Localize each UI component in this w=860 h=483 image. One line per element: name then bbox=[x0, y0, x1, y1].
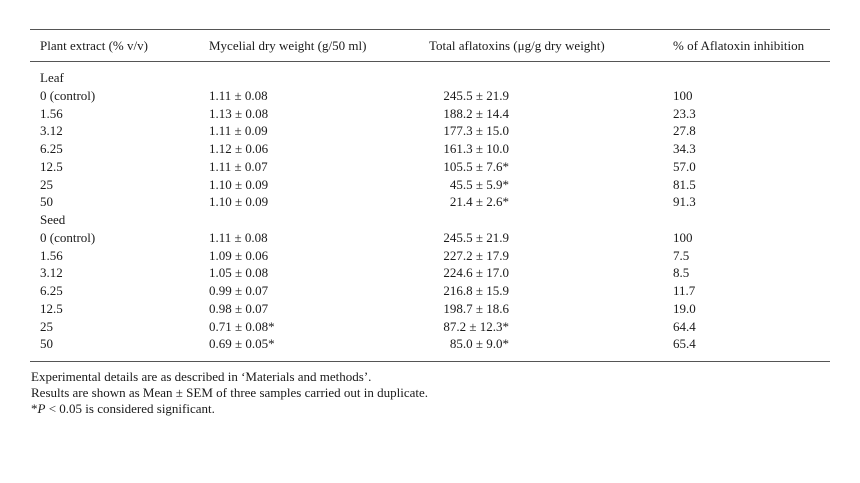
cell-total-aflatoxins: 245.5 ± 21.9 bbox=[443, 229, 509, 245]
cell-inhibition: 57.0 bbox=[673, 158, 696, 174]
cell-mycelial-weight: 1.05 ± 0.08 bbox=[209, 265, 269, 281]
cell-plant-extract: 3.12 bbox=[40, 123, 63, 139]
cell-inhibition: 100 bbox=[673, 87, 693, 103]
header-total-aflatoxins: Total aflatoxins (μg/g dry weight) bbox=[429, 38, 605, 53]
header-plant-extract: Plant extract (% v/v) bbox=[40, 38, 148, 53]
cell-mycelial-weight: 1.13 ± 0.08 bbox=[209, 105, 269, 121]
cell-inhibition: 100 bbox=[673, 229, 693, 245]
cell-mycelial-weight: 1.12 ± 0.06 bbox=[209, 141, 269, 156]
cell-mycelial-weight: 1.10 ± 0.09 bbox=[209, 194, 269, 210]
cell-total-aflatoxins: 177.3 ± 15.0 bbox=[443, 123, 509, 139]
cell-plant-extract: 3.12 bbox=[40, 265, 63, 281]
cell-mycelial-weight: 1.09 ± 0.06 bbox=[209, 247, 269, 263]
cell-total-aflatoxins: 105.5 ± 7.6* bbox=[443, 158, 509, 174]
cell-plant-extract: 1.56 bbox=[40, 105, 63, 121]
cell-total-aflatoxins: 45.5 ± 5.9* bbox=[449, 176, 509, 192]
cell-plant-extract: 1.56 bbox=[40, 247, 63, 263]
cell-inhibition: 27.8 bbox=[673, 123, 696, 139]
footnote-significance: *P < 0.05 is considered significant. bbox=[31, 401, 215, 416]
cell-total-aflatoxins: 87.2 ± 12.3* bbox=[443, 318, 509, 334]
cell-total-aflatoxins: 85.0 ± 9.0* bbox=[449, 336, 509, 352]
cell-plant-extract: 6.25 bbox=[40, 283, 63, 298]
cell-plant-extract: 25 bbox=[40, 176, 53, 192]
top-rule bbox=[30, 29, 830, 30]
cell-inhibition: 91.3 bbox=[673, 194, 696, 210]
cell-total-aflatoxins: 216.8 ± 15.9 bbox=[443, 283, 509, 298]
cell-mycelial-weight: 1.10 ± 0.09 bbox=[209, 176, 269, 192]
group-label: Leaf bbox=[40, 70, 64, 85]
footnote-results: Results are shown as Mean ± SEM of three… bbox=[31, 385, 429, 400]
cell-mycelial-weight: 0.98 ± 0.07 bbox=[209, 300, 269, 316]
cell-plant-extract: 50 bbox=[40, 194, 53, 210]
cell-mycelial-weight: 0.99 ± 0.07 bbox=[209, 283, 269, 298]
bottom-rule bbox=[30, 361, 830, 362]
group-label: Seed bbox=[40, 212, 66, 227]
header-aflatoxin-inhibition: % of Aflatoxin inhibition bbox=[673, 38, 805, 53]
cell-total-aflatoxins: 224.6 ± 17.0 bbox=[443, 265, 509, 281]
cell-plant-extract: 25 bbox=[40, 318, 53, 334]
cell-mycelial-weight: 1.11 ± 0.08 bbox=[209, 87, 268, 103]
cell-total-aflatoxins: 188.2 ± 14.4 bbox=[443, 105, 509, 121]
cell-inhibition: 19.0 bbox=[673, 300, 696, 316]
cell-mycelial-weight: 1.11 ± 0.09 bbox=[209, 123, 268, 139]
cell-total-aflatoxins: 21.4 ± 2.6* bbox=[449, 194, 509, 210]
footnote-methods: Experimental details are as described in… bbox=[31, 369, 372, 384]
cell-mycelial-weight: 0.71 ± 0.08* bbox=[209, 318, 275, 334]
cell-plant-extract: 12.5 bbox=[40, 300, 63, 316]
header-mycelial-dry-weight: Mycelial dry weight (g/50 ml) bbox=[209, 38, 367, 53]
cell-inhibition: 7.5 bbox=[673, 247, 690, 263]
cell-inhibition: 81.5 bbox=[673, 176, 696, 192]
header-rule bbox=[30, 61, 830, 62]
cell-total-aflatoxins: 245.5 ± 21.9 bbox=[443, 87, 509, 103]
cell-inhibition: 8.5 bbox=[673, 265, 690, 281]
cell-plant-extract: 0 (control) bbox=[40, 229, 96, 245]
cell-total-aflatoxins: 161.3 ± 10.0 bbox=[443, 141, 509, 156]
cell-plant-extract: 50 bbox=[40, 336, 53, 352]
cell-inhibition: 34.3 bbox=[673, 141, 696, 156]
cell-inhibition: 64.4 bbox=[673, 318, 696, 334]
cell-inhibition: 23.3 bbox=[673, 105, 696, 121]
cell-mycelial-weight: 0.69 ± 0.05* bbox=[209, 336, 275, 352]
cell-plant-extract: 6.25 bbox=[40, 141, 63, 156]
footnotes: Experimental details are as described in… bbox=[31, 369, 831, 417]
cell-mycelial-weight: 1.11 ± 0.08 bbox=[209, 229, 268, 245]
cell-mycelial-weight: 1.11 ± 0.07 bbox=[209, 158, 268, 174]
cell-total-aflatoxins: 198.7 ± 18.6 bbox=[443, 300, 509, 316]
cell-total-aflatoxins: 227.2 ± 17.9 bbox=[443, 247, 509, 263]
cell-inhibition: 11.7 bbox=[673, 283, 696, 298]
cell-inhibition: 65.4 bbox=[673, 336, 696, 352]
cell-plant-extract: 0 (control) bbox=[40, 87, 96, 103]
cell-plant-extract: 12.5 bbox=[40, 158, 63, 174]
